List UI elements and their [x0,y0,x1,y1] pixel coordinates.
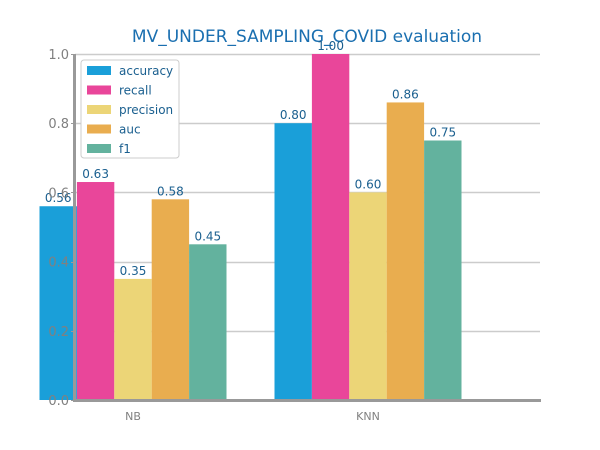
chart-title: MV_UNDER_SAMPLING_COVID evaluation [132,27,482,47]
data-label-f1-nb: 0.45 [194,229,221,243]
x-tick-label: KNN [356,410,380,423]
bar-precision-knn [349,192,387,400]
x-tick-label: NB [125,410,141,423]
data-label-auc-nb: 0.58 [157,184,184,198]
legend-label-auc: auc [119,123,141,137]
bars [39,54,462,400]
bar-accuracy-knn [274,123,312,400]
data-label-recall-nb: 0.63 [82,167,109,181]
y-tick-label: 0.6 [48,186,69,201]
legend-swatch-precision [87,105,111,114]
bar-auc-knn [386,102,425,400]
y-ticks: 0.0 0.2 0.4 0.6 0.8 1.0 [48,48,75,409]
bar-accuracy-nb [39,206,77,400]
data-label-auc-knn: 0.86 [392,87,419,101]
data-label-accuracy-knn: 0.80 [280,108,307,122]
y-tick-label: 0.4 [48,256,69,271]
legend: accuracy recall precision auc f1 [80,59,180,159]
bar-f1-nb [189,244,227,400]
data-label-precision-knn: 0.60 [355,177,382,191]
bar-precision-nb [114,278,152,400]
data-label-recall-knn: 1.00 [317,39,344,53]
legend-label-recall: recall [119,84,152,98]
bar-recall-knn [311,54,350,400]
y-tick-label: 0.2 [48,325,69,340]
y-tick-label: 1.0 [48,48,69,63]
x-ticks: NB KNN [125,410,380,423]
legend-swatch-recall [87,85,111,95]
y-tick-label: 0.0 [48,394,69,409]
legend-swatch-accuracy [87,66,111,75]
data-labels: 0.56 0.63 0.35 0.58 0.45 0.80 1.00 0.60 0.86 0.75 [45,39,456,278]
bar-auc-nb [151,199,190,400]
bar-f1-knn [424,140,462,400]
legend-label-precision: precision [119,103,173,117]
data-label-precision-nb: 0.35 [120,264,147,278]
legend-label-accuracy: accuracy [119,64,173,78]
bar-recall-nb [76,182,115,400]
data-label-f1-knn: 0.75 [429,126,456,140]
legend-swatch-auc [87,124,111,134]
legend-swatch-f1 [87,144,111,153]
y-tick-label: 0.8 [48,117,69,132]
axes [73,54,541,402]
data-label-accuracy-nb: 0.56 [45,191,72,205]
legend-label-f1: f1 [119,142,131,156]
